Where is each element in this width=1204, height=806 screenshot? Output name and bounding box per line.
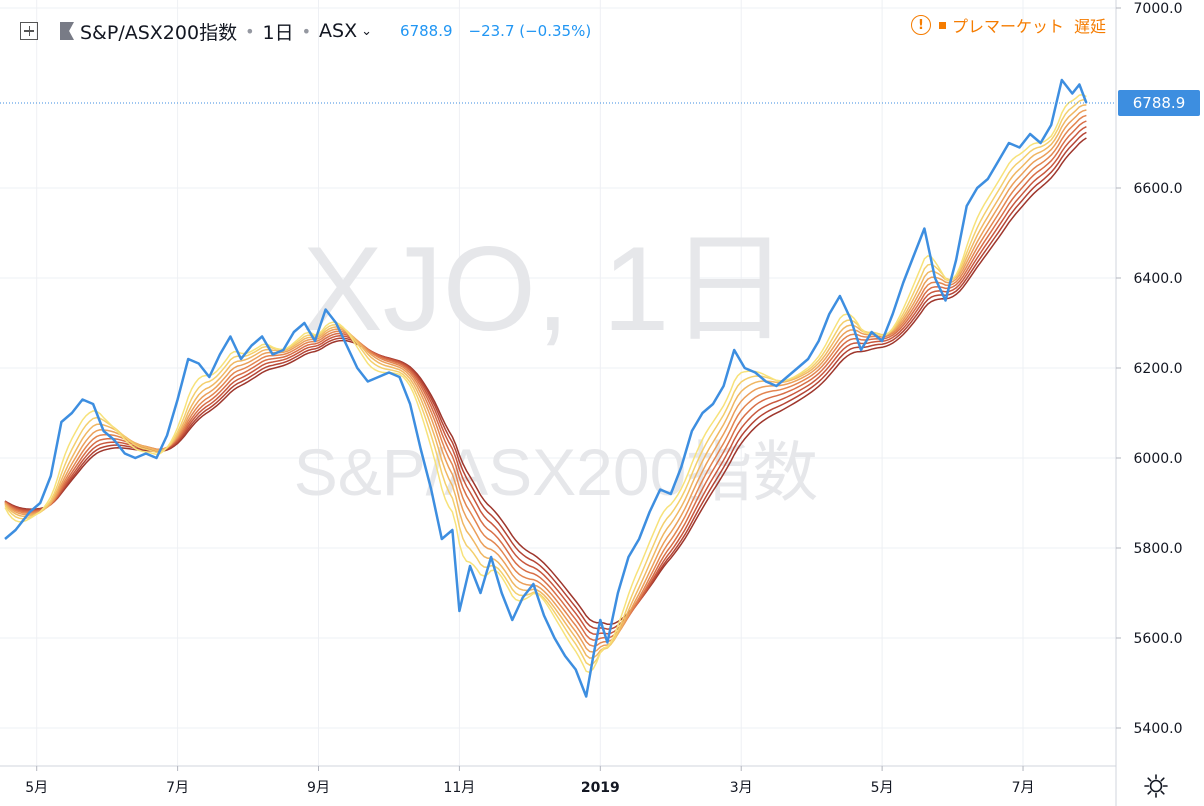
x-tick-label: 11月 (443, 780, 475, 796)
gridlines (0, 0, 1116, 766)
y-tick-label: 6200.0 (1134, 361, 1183, 377)
ma-line (4, 94, 1087, 674)
header-last-price: 6788.9 (400, 22, 453, 40)
gear-icon[interactable] (1142, 772, 1170, 800)
ma-line (4, 109, 1087, 653)
y-tick-label: 7000.0 (1134, 1, 1183, 17)
delay-label: 遅延 (1073, 17, 1106, 36)
symbol-title[interactable]: S&P/ASX200指数 (80, 21, 238, 44)
y-tick-label: 5400.0 (1134, 721, 1183, 737)
ma-line (4, 114, 1087, 647)
ma-line (4, 99, 1087, 666)
separator-dot: • (245, 21, 255, 41)
ma-line (4, 131, 1087, 630)
price-axis[interactable]: 7000.0 6600.0 6400.0 6200.0 6000.0 5800.0 5600… (1116, 1, 1183, 737)
x-tick-label: 7月 (1012, 780, 1035, 796)
last-price-label-text: 6788.9 (1133, 94, 1186, 112)
legend-header: S&P/ASX200指数 • 1日 • ASX ⌄ 6788.9 −23.7 (… (0, 14, 591, 48)
x-tick-label: 9月 (307, 780, 330, 796)
chevron-down-icon[interactable]: ⌄ (361, 23, 373, 39)
x-tick-label: 5月 (25, 780, 48, 796)
separator-dot: • (301, 21, 312, 41)
price-line (4, 78, 1088, 698)
y-tick-label: 6600.0 (1134, 181, 1183, 197)
header-price-change: −23.7 (−0.35%) (468, 22, 592, 40)
y-tick-label: 5600.0 (1134, 631, 1183, 647)
ma-line (4, 120, 1087, 641)
ma-line (4, 104, 1087, 659)
price-series (4, 78, 1088, 698)
exclamation-circle-icon[interactable]: ! (910, 15, 931, 35)
ma-line (4, 126, 1087, 636)
last-price-label: 6788.9 (1118, 89, 1200, 116)
x-tick-label: 5月 (871, 780, 894, 796)
x-tick-label: 7月 (166, 780, 189, 796)
interval-label[interactable]: 1日 (262, 21, 294, 44)
y-tick-label: 5800.0 (1134, 541, 1183, 557)
status-square-icon (938, 21, 946, 29)
plus-square-icon[interactable] (20, 22, 38, 40)
ma-line (4, 137, 1087, 626)
market-status[interactable]: ! プレマーケット 遅延 (910, 13, 1106, 37)
x-tick-label: 3月 (730, 780, 753, 796)
time-axis[interactable]: 5月 7月 9月 11月 2019 3月 5月 7月 (25, 766, 1034, 796)
ma-ribbon (4, 94, 1087, 674)
y-tick-label: 6000.0 (1134, 451, 1183, 467)
premarket-label: プレマーケット (951, 17, 1064, 36)
exchange-label[interactable]: ASX (319, 20, 358, 42)
watermark-symbol-interval: XJO, 1日 (303, 222, 790, 356)
x-tick-label: 2019 (581, 780, 620, 796)
y-tick-label: 6400.0 (1134, 271, 1183, 287)
flag-icon[interactable] (60, 22, 74, 40)
